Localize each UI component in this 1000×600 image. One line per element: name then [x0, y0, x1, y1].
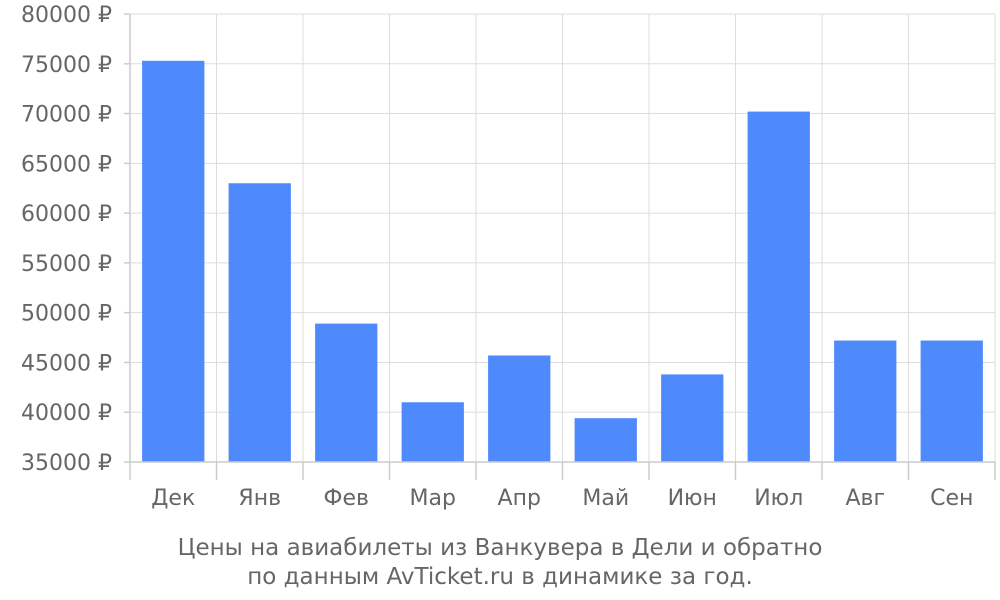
- price-bar-chart: 35000 ₽ 40000 ₽ 45000 ₽ 50000 ₽ 55000 ₽ 60000…: [21, 3, 996, 511]
- x-tick-label: Июн: [668, 486, 717, 511]
- bar-1: [142, 60, 205, 463]
- y-tick-label: 80000 ₽: [21, 3, 112, 28]
- bar-5: [488, 355, 551, 462]
- y-tick-label: 50000 ₽: [21, 302, 112, 327]
- bar-6: [574, 418, 637, 462]
- y-tick-label: 75000 ₽: [21, 53, 112, 78]
- x-tick-label: Июл: [754, 486, 803, 511]
- bar-2: [228, 183, 291, 462]
- y-tick-label: 45000 ₽: [21, 351, 112, 376]
- y-tick-label: 60000 ₽: [21, 202, 112, 227]
- bar-9: [834, 340, 897, 462]
- chart-caption-line-2: по данным AvTicket.ru в динамике за год.: [247, 564, 753, 590]
- y-tick-label: 55000 ₽: [21, 252, 112, 277]
- x-tick-label: Фев: [324, 486, 369, 511]
- x-tick-label: Авг: [845, 486, 885, 511]
- tick-labels: 35000 ₽ 40000 ₽ 45000 ₽ 50000 ₽ 55000 ₽ 60000…: [21, 3, 973, 511]
- x-tick-label: Янв: [238, 486, 281, 511]
- bar-7: [661, 374, 724, 462]
- y-tick-label: 35000 ₽: [21, 451, 112, 476]
- y-tick-label: 70000 ₽: [21, 103, 112, 128]
- x-tick-label: Дек: [151, 486, 195, 511]
- x-tick-label: Сен: [930, 486, 973, 511]
- bar-10: [920, 340, 983, 462]
- y-tick-label: 40000 ₽: [21, 401, 112, 426]
- bar-8: [747, 111, 810, 462]
- x-tick-label: Апр: [498, 486, 541, 511]
- bars: [142, 60, 983, 463]
- axes: [124, 13, 996, 480]
- y-tick-label: 65000 ₽: [21, 152, 112, 177]
- x-tick-label: Мар: [410, 486, 456, 511]
- bar-4: [401, 402, 464, 462]
- bar-3: [315, 323, 378, 462]
- chart-caption-line-1: Цены на авиабилеты из Ванкувера в Дели и…: [177, 535, 823, 561]
- x-tick-label: Май: [582, 486, 629, 511]
